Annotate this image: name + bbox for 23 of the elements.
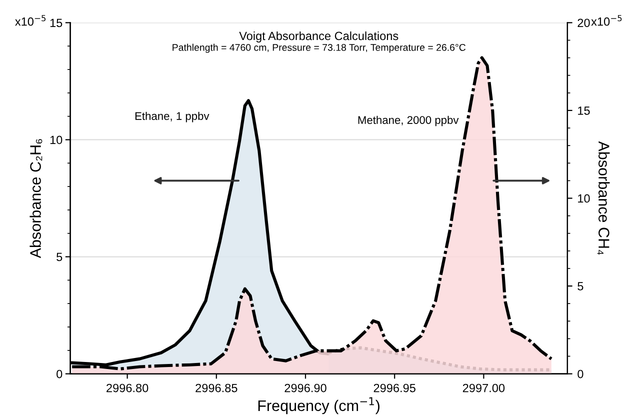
x-tick-label: 2996.95 — [374, 384, 416, 392]
text: Ethane, 1 ppbv — [135, 112, 210, 122]
text: Pathlength = 4760 cm, Pressure = 73.18 Torr, Temperature = 26.6°C — [172, 44, 466, 53]
y2-tick-label: 20 — [578, 18, 590, 28]
y2-axis-title: Absorbance CH₄ — [597, 141, 610, 255]
x-tick-label: 2996.85 — [196, 384, 238, 392]
y-tick-label: 0 — [56, 370, 62, 378]
y-tick-label: 10 — [50, 136, 62, 144]
text: Voigt Absorbance Calculations — [239, 31, 398, 42]
x-tick-label: 2997.00 — [462, 384, 505, 392]
y-tick-label: 5 — [56, 252, 62, 262]
x-tick-label: 2996.90 — [284, 384, 326, 392]
x-axis-title: Frequency (cm$^{−1}$) — [258, 397, 380, 414]
y2-tick-label: 5 — [578, 282, 584, 290]
y2-tick-label: 0 — [578, 370, 584, 378]
x-tick-label: 2996.80 — [106, 384, 148, 392]
y-axis-title: Absorbance C₂H₆ — [30, 139, 42, 258]
y2-tick-label: 10 — [578, 194, 590, 203]
text: x10$^{−5}$ — [591, 15, 622, 26]
text: x10$^{−5}$ — [15, 15, 46, 26]
y-tick-label: 15 — [50, 18, 62, 28]
series-label: Methane, 2000 ppbv — [358, 116, 459, 126]
y2-tick-label: 15 — [578, 106, 590, 115]
